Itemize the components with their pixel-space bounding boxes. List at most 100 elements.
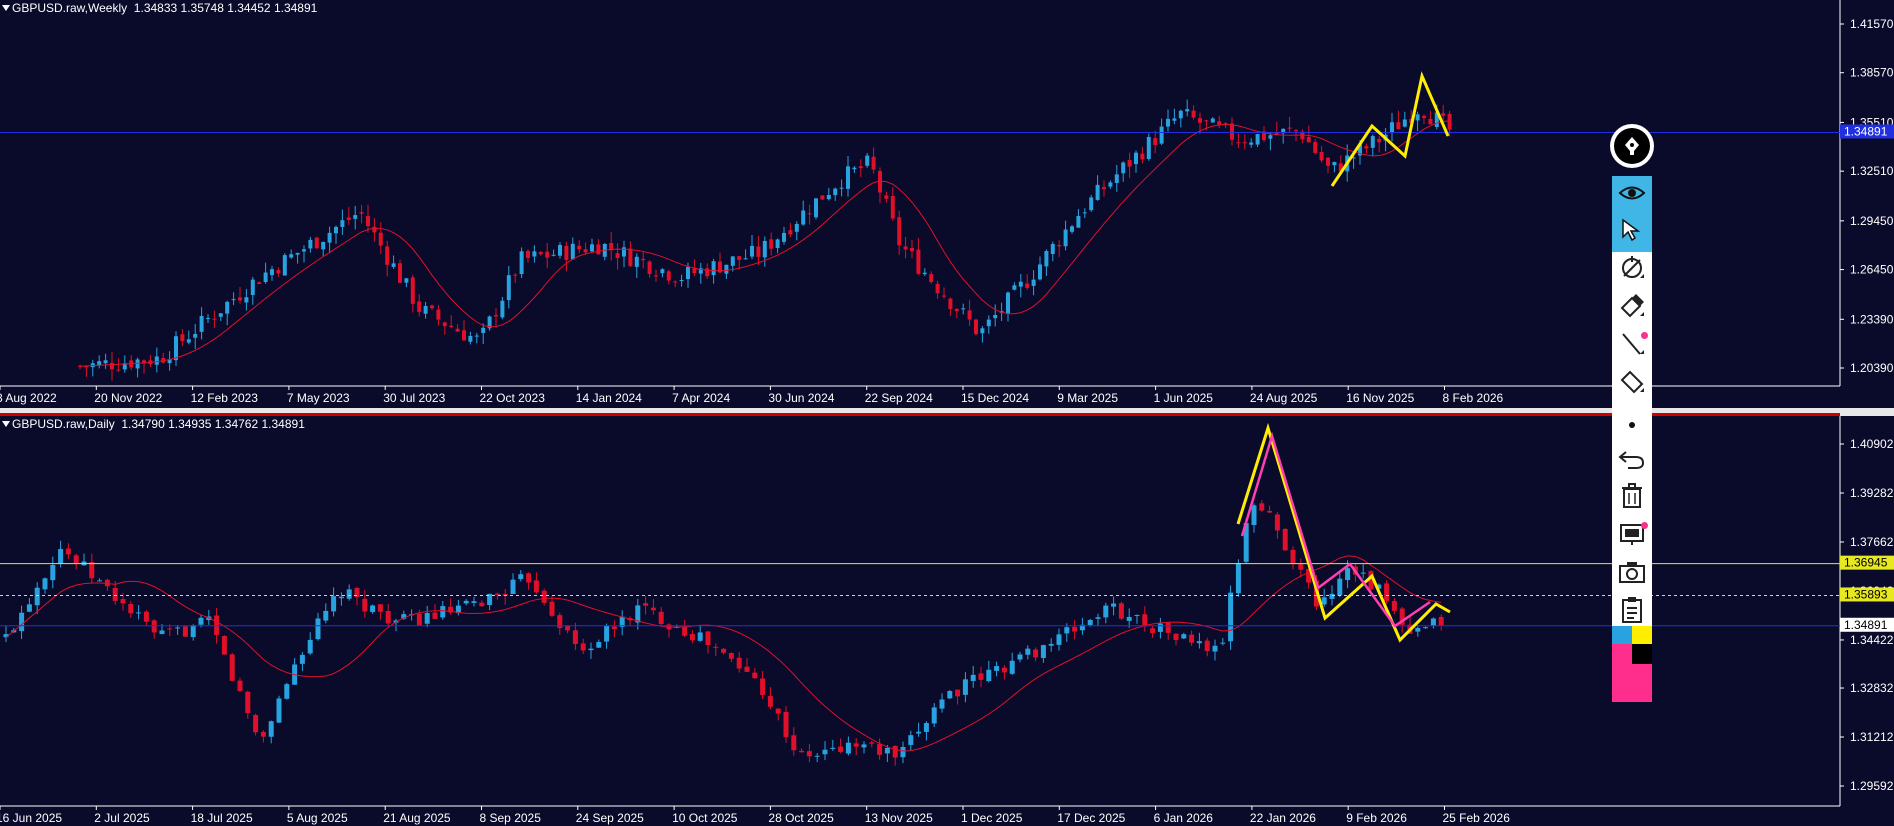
- candle-body: [1268, 135, 1273, 139]
- candle-body: [1228, 592, 1234, 642]
- palette-selected-color[interactable]: [1612, 664, 1652, 702]
- candle-body: [611, 626, 617, 630]
- candle-body: [385, 246, 390, 265]
- candle-body: [416, 613, 422, 626]
- candle-body: [565, 626, 571, 631]
- price-label: 1.37662: [1850, 535, 1894, 549]
- candle-body: [1434, 112, 1439, 127]
- candle-body: [474, 335, 479, 337]
- candle-body: [609, 243, 614, 251]
- candle-body: [1082, 212, 1087, 214]
- candle-body: [401, 614, 407, 619]
- candle-body: [463, 600, 469, 604]
- candle-body: [1306, 568, 1312, 583]
- ruler-tool-button[interactable]: [1612, 366, 1652, 404]
- eraser-tool-button[interactable]: [1612, 290, 1652, 328]
- candle-body: [1358, 144, 1362, 156]
- candle-body: [1391, 601, 1397, 611]
- price-label: 1.38570: [1850, 66, 1894, 80]
- candle-body: [487, 316, 492, 329]
- candle-body: [619, 616, 625, 628]
- candle-body: [1242, 142, 1247, 144]
- pen-toggle-button[interactable]: [1610, 124, 1654, 168]
- line-tool-button[interactable]: [1612, 328, 1652, 366]
- date-label: 9 Feb 2026: [1346, 811, 1407, 825]
- palette-swatch-yellow[interactable]: [1632, 626, 1652, 644]
- palette-swatch-blue[interactable]: [1612, 626, 1632, 644]
- date-label: 10 Oct 2025: [672, 811, 738, 825]
- candle-body: [1198, 118, 1202, 123]
- candle-body: [1212, 645, 1218, 652]
- current-price-tag: [1840, 124, 1894, 139]
- resistance-price-label: 1.36945: [1844, 556, 1888, 570]
- daily-chart-canvas[interactable]: 1.409021.392821.376621.360421.344221.328…: [0, 416, 1894, 826]
- date-label: 14 Jan 2024: [576, 391, 642, 405]
- candle-body: [455, 605, 461, 614]
- cursor-tool-button[interactable]: [1612, 214, 1652, 252]
- date-label: 24 Sep 2025: [576, 811, 644, 825]
- dot-size-button[interactable]: [1612, 404, 1652, 442]
- candle-body: [481, 327, 486, 333]
- collapse-triangle-icon[interactable]: [2, 5, 10, 11]
- candle-body: [494, 593, 500, 595]
- date-label: 18 Jul 2025: [191, 811, 253, 825]
- candle-body: [471, 601, 477, 603]
- screenshot-button[interactable]: [1612, 556, 1652, 594]
- candle-body: [1438, 616, 1444, 626]
- candle-body: [760, 678, 766, 695]
- delete-button[interactable]: [1612, 480, 1652, 518]
- zigzag-drawing-alt[interactable]: [1240, 431, 1431, 628]
- candle-body: [948, 298, 953, 310]
- candle-body: [370, 605, 376, 612]
- candle-body: [767, 696, 773, 707]
- candle-body: [1368, 571, 1374, 590]
- screen-capture-button[interactable]: [1612, 518, 1652, 556]
- magnet-tool-button[interactable]: [1612, 252, 1652, 290]
- candles-group: [3, 500, 1444, 766]
- palette-swatch-pink[interactable]: [1612, 644, 1632, 664]
- undo-button[interactable]: [1612, 442, 1652, 480]
- weekly-chart-canvas[interactable]: 1.415701.385701.355101.325101.294501.264…: [0, 0, 1894, 408]
- clipboard-button[interactable]: [1612, 594, 1652, 632]
- color-palette[interactable]: [1612, 626, 1652, 702]
- candle-body: [590, 244, 594, 252]
- zigzag-drawing[interactable]: [1236, 422, 1451, 643]
- candle-body: [84, 366, 89, 368]
- candle-body: [229, 654, 235, 681]
- date-label: 7 May 2023: [287, 391, 350, 405]
- collapse-triangle-icon[interactable]: [2, 421, 10, 427]
- zigzag-drawing[interactable]: [1330, 71, 1450, 187]
- date-label: 6 Jan 2026: [1154, 811, 1214, 825]
- pane-divider[interactable]: [0, 408, 1894, 416]
- candle-body: [430, 305, 434, 309]
- candle-body: [1447, 113, 1452, 130]
- price-label: 1.26450: [1850, 263, 1894, 277]
- daily-chart-pane[interactable]: 1.409021.392821.376621.360421.344221.328…: [0, 416, 1894, 826]
- candle-body: [1384, 583, 1390, 602]
- palette-swatch-black[interactable]: [1632, 644, 1652, 664]
- candle-body: [1204, 120, 1209, 122]
- pen-icon: [1614, 128, 1650, 164]
- date-label: 17 Dec 2025: [1057, 811, 1125, 825]
- weekly-chart-pane[interactable]: 1.41570 1.38570 1.35510 1.32510 1.29450 1.264…: [0, 0, 1894, 408]
- candle-body: [572, 630, 578, 645]
- candle-body: [1134, 614, 1140, 616]
- current-price-tag: [1840, 617, 1894, 632]
- candle-body: [143, 611, 149, 622]
- candle-body: [78, 365, 82, 367]
- candle-body: [604, 625, 610, 642]
- candle-body: [596, 244, 601, 255]
- candle-body: [116, 369, 121, 371]
- candle-body: [650, 607, 656, 611]
- candle-body: [1001, 667, 1007, 673]
- show-hide-button[interactable]: [1612, 176, 1652, 214]
- candle-body: [354, 587, 360, 598]
- current-price-label: 1.34891: [1844, 618, 1888, 632]
- candle-body: [1423, 627, 1429, 629]
- candle-body: [1319, 151, 1324, 161]
- candle-body: [1087, 619, 1093, 626]
- candle-body: [897, 217, 902, 246]
- candle-body: [513, 274, 518, 276]
- candle-body: [1217, 121, 1222, 125]
- candle-body: [1294, 130, 1298, 132]
